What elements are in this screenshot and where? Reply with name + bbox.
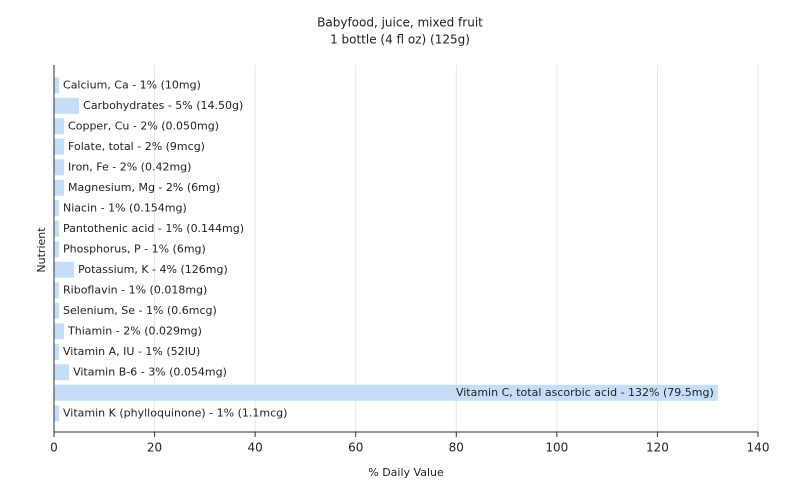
chart-subtitle: 1 bottle (4 fl oz) (125g) [330, 33, 470, 47]
x-tick-label: 0 [50, 441, 58, 455]
bar [54, 323, 65, 340]
chart-title: Babyfood, juice, mixed fruit [317, 16, 483, 30]
bar [54, 405, 60, 422]
bar-label: Thiamin - 2% (0.029mg) [67, 324, 202, 337]
x-tick-label: 20 [147, 441, 162, 455]
bar-label: Folate, total - 2% (9mcg) [68, 140, 205, 153]
bar-label: Vitamin K (phylloquinone) - 1% (1.1mcg) [63, 406, 287, 419]
bar [54, 384, 718, 401]
bar-label: Vitamin B-6 - 3% (0.054mg) [73, 365, 227, 378]
x-tick-label: 120 [646, 441, 669, 455]
bar [54, 241, 60, 258]
bar-label: Carbohydrates - 5% (14.50g) [83, 99, 243, 112]
bar [54, 97, 80, 114]
bar [54, 302, 60, 319]
x-tick-label: 40 [248, 441, 263, 455]
bar-label: Iron, Fe - 2% (0.42mg) [68, 160, 191, 173]
bar-label: Calcium, Ca - 1% (10mg) [63, 78, 201, 91]
bar-label: Pantothenic acid - 1% (0.144mg) [63, 222, 244, 235]
bar [54, 220, 60, 237]
bar-label: Riboflavin - 1% (0.018mg) [63, 283, 207, 296]
bar-label: Potassium, K - 4% (126mg) [78, 263, 228, 276]
x-tick-label: 60 [348, 441, 363, 455]
bar [54, 159, 65, 176]
x-tick-label: 80 [449, 441, 464, 455]
bar [54, 261, 75, 278]
bar-label: Vitamin A, IU - 1% (52IU) [63, 345, 200, 358]
bar-label: Phosphorus, P - 1% (6mg) [63, 242, 206, 255]
bar [54, 364, 70, 381]
bar-label: Vitamin C, total ascorbic acid - 132% (7… [456, 386, 714, 399]
bar [54, 77, 60, 94]
bar [54, 118, 65, 135]
x-axis-title: % Daily Value [368, 466, 444, 479]
bar-label: Copper, Cu - 2% (0.050mg) [68, 119, 219, 132]
bar-label: Niacin - 1% (0.154mg) [63, 201, 187, 214]
bar-label: Magnesium, Mg - 2% (6mg) [68, 181, 220, 194]
x-tick-label: 100 [545, 441, 568, 455]
bar [54, 138, 65, 155]
bar-label: Selenium, Se - 1% (0.6mcg) [63, 304, 217, 317]
bar [54, 282, 60, 299]
y-axis-title: Nutrient [35, 227, 48, 273]
x-tick-label: 140 [747, 441, 770, 455]
bar [54, 179, 65, 196]
bar [54, 343, 60, 360]
bar [54, 200, 60, 217]
